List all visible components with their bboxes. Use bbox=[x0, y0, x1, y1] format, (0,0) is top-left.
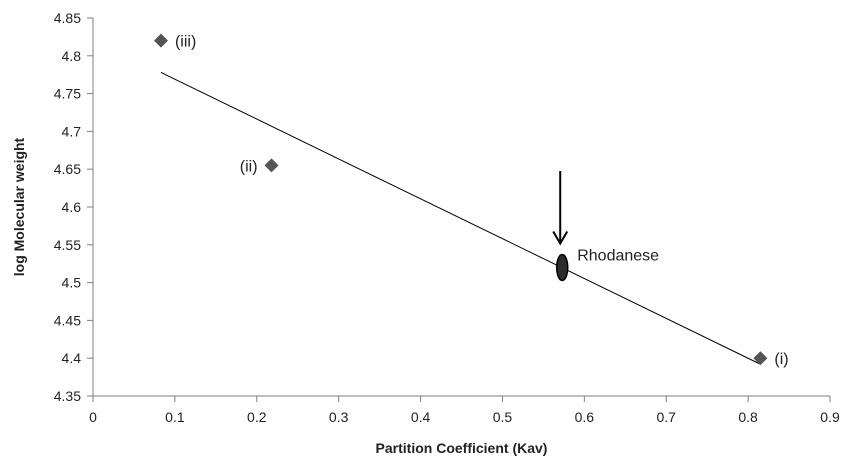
x-tick-label: 0.7 bbox=[656, 409, 676, 425]
x-tick-label: 0 bbox=[89, 409, 97, 425]
x-tick-label: 0.4 bbox=[411, 409, 431, 425]
x-tick-label: 0.9 bbox=[820, 409, 840, 425]
rhodanese-label: Rhodanese bbox=[577, 247, 659, 264]
x-tick-label: 0.5 bbox=[493, 409, 513, 425]
data-point-marker bbox=[153, 33, 168, 48]
data-point-label: (i) bbox=[774, 351, 788, 368]
y-tick-label: 4.4 bbox=[62, 350, 82, 366]
y-tick-label: 4.5 bbox=[62, 275, 82, 291]
axes bbox=[92, 18, 830, 397]
x-tick-label: 0.1 bbox=[165, 409, 185, 425]
y-tick-label: 4.45 bbox=[54, 312, 81, 328]
data-point-label: (iii) bbox=[175, 34, 196, 51]
y-ticks: 4.35 4.4 4.45 4.5 4.55 4.6 4.65 4.7 4.75 4.8 4.85 bbox=[54, 10, 93, 404]
y-tick-label: 4.65 bbox=[54, 161, 81, 177]
data-point-marker bbox=[753, 351, 768, 366]
data-point-label: (ii) bbox=[240, 158, 258, 175]
y-tick-label: 4.8 bbox=[62, 48, 82, 64]
data-points: (i) (ii) (iii) bbox=[153, 33, 789, 368]
x-axis-title: Partition Coefficient (Kav) bbox=[376, 440, 548, 456]
x-ticks: 0 0.1 0.2 0.3 0.4 0.5 0.6 0.7 0.8 0.9 bbox=[89, 396, 840, 425]
rhodanese-marker bbox=[555, 253, 569, 282]
y-tick-label: 4.55 bbox=[54, 237, 81, 253]
y-tick-label: 4.6 bbox=[62, 199, 82, 215]
x-tick-label: 0.2 bbox=[247, 409, 267, 425]
rhodanese-annotation: Rhodanese bbox=[552, 171, 659, 282]
rhodanese-arrow-head bbox=[552, 230, 569, 246]
y-tick-label: 4.85 bbox=[54, 10, 81, 26]
x-tick-label: 0.8 bbox=[738, 409, 758, 425]
x-tick-label: 0.3 bbox=[329, 409, 349, 425]
data-point-marker bbox=[264, 158, 279, 173]
y-tick-label: 4.7 bbox=[62, 123, 82, 139]
y-axis-title: log Molecular weight bbox=[11, 137, 27, 276]
x-tick-label: 0.6 bbox=[575, 409, 595, 425]
trendline bbox=[160, 71, 761, 365]
y-tick-label: 4.35 bbox=[54, 388, 81, 404]
y-tick-label: 4.75 bbox=[54, 86, 81, 102]
